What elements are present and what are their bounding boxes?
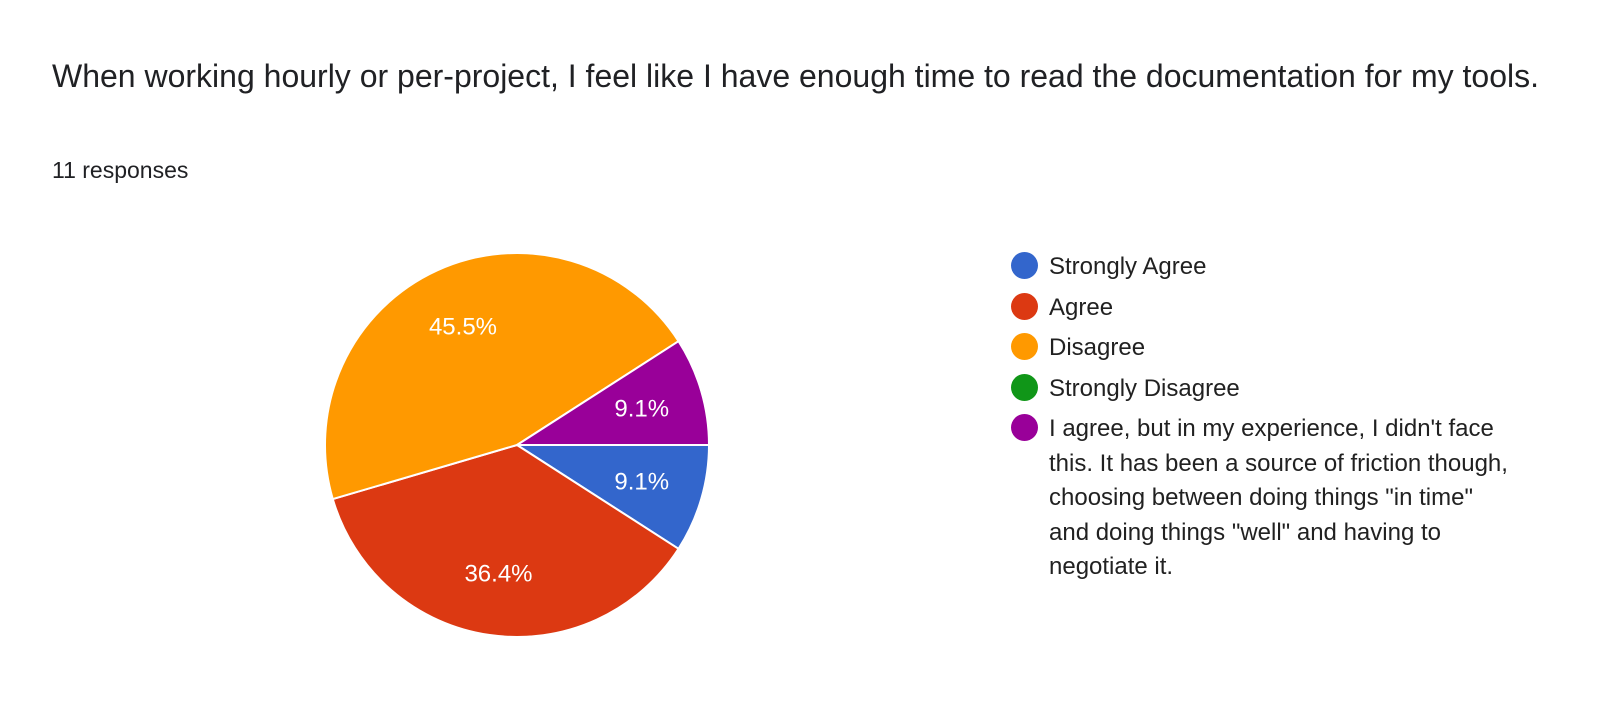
- pie-slice-label: 9.1%: [614, 395, 669, 422]
- legend-item[interactable]: Agree: [1011, 291, 1531, 326]
- pie-slice-label: 9.1%: [614, 469, 669, 496]
- chart-legend: Strongly Agree Agree Disagree Strongly Disa…: [1011, 250, 1531, 591]
- legend-label: Disagree: [1049, 334, 1146, 361]
- legend-swatch-icon: [1011, 252, 1038, 279]
- pie-slice-agree: [331, 444, 680, 638]
- legend-item[interactable]: Disagree: [1011, 331, 1531, 366]
- pie-slices: [324, 252, 710, 638]
- legend-label: I agree, but in my experience, I didn't …: [1049, 415, 1508, 580]
- pie-slice-i-agree-but: [516, 340, 710, 446]
- legend-item[interactable]: Strongly Agree: [1011, 250, 1531, 285]
- legend-item[interactable]: Strongly Disagree: [1011, 372, 1531, 407]
- response-count: 11 responses: [52, 157, 189, 183]
- legend-item[interactable]: I agree, but in my experience, I didn't …: [1011, 412, 1531, 585]
- pie-slice-strongly-agree: [516, 444, 710, 550]
- legend-swatch-icon: [1011, 333, 1038, 360]
- legend-swatch-icon: [1011, 292, 1038, 320]
- pie-slice-label: 45.5%: [429, 314, 497, 341]
- legend-label: Strongly Agree: [1049, 253, 1207, 280]
- pie-chart: 9.1% 36.4% 45.5% 9.1%: [324, 252, 710, 638]
- legend-swatch-icon: [1011, 373, 1038, 401]
- question-title: When working hourly or per-project, I fe…: [52, 58, 1539, 94]
- legend-label: Agree: [1049, 293, 1114, 321]
- pie-slice-labels: 9.1% 36.4% 45.5% 9.1%: [429, 314, 669, 588]
- pie-slice-label: 36.4%: [464, 561, 532, 588]
- legend-label: Strongly Disagree: [1049, 374, 1240, 402]
- legend-swatch-icon: [1011, 414, 1038, 441]
- pie-slice-disagree: [324, 252, 680, 501]
